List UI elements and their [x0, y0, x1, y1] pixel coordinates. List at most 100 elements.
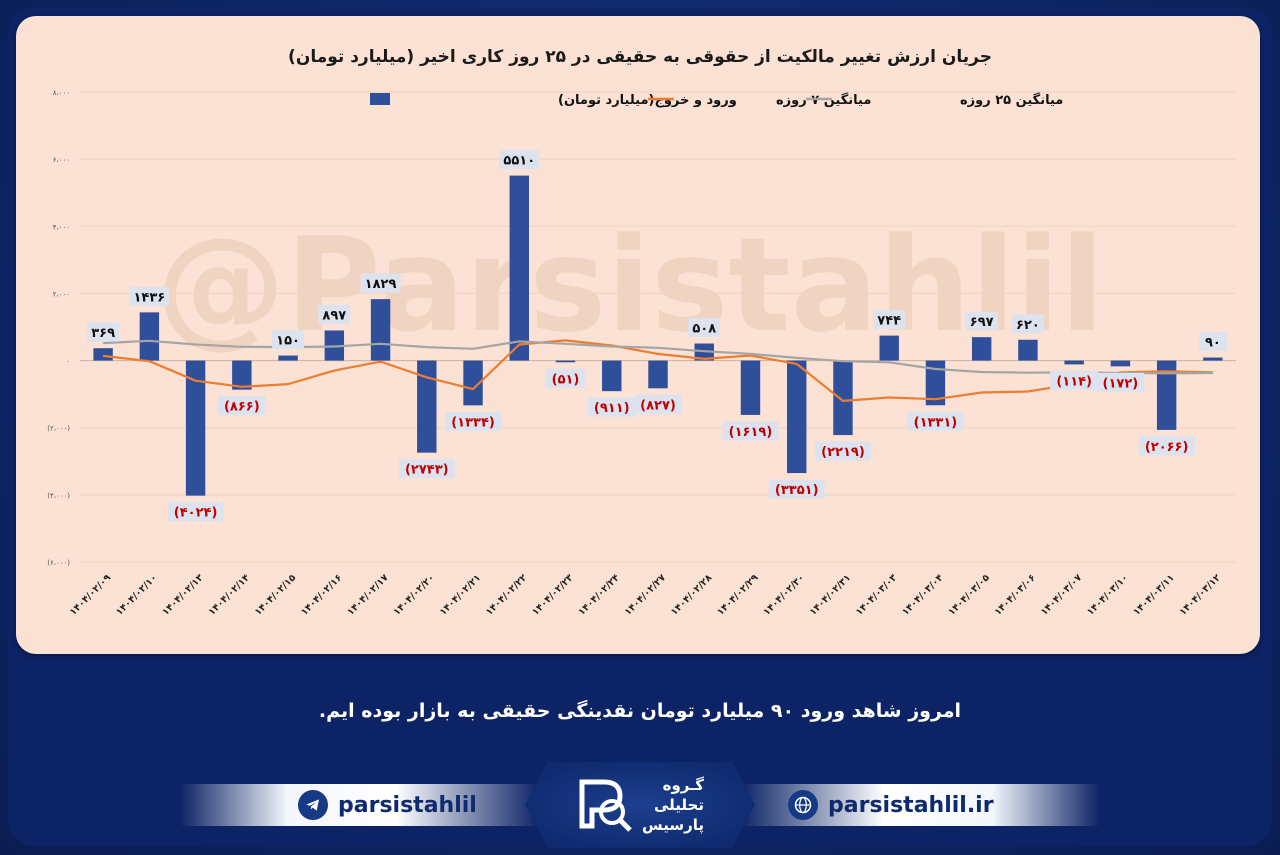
data-label: (۱۳۳۴) [445, 411, 502, 431]
website-link[interactable]: parsistahlil.ir [788, 788, 994, 822]
chart: @Parsistahlil جریان ارزش تغییر مالکیت از… [47, 47, 1236, 618]
data-label: ۸۹۷ [318, 304, 351, 324]
bar [1110, 360, 1131, 367]
x-tick-label: ۱۴۰۴/۰۲/۲۹ [715, 572, 761, 618]
bar [139, 312, 160, 361]
data-label: ۶۹۷ [965, 311, 998, 331]
brand-logo: گـروه تحلیلی پارسیس [525, 762, 755, 848]
globe-icon [788, 790, 818, 820]
bar [185, 360, 206, 496]
logo-mark-icon [576, 774, 634, 836]
data-label-box [129, 286, 170, 306]
data-label-text: (۸۲۷) [640, 398, 676, 413]
data-label: (۱۳۳۱) [907, 411, 964, 431]
data-label-box [768, 479, 825, 499]
data-label: (۸۶۶) [217, 396, 266, 416]
data-label-text: ۵۰۸ [692, 322, 716, 337]
data-label-text: ۳۶۹ [91, 326, 115, 341]
data-label-box [167, 502, 224, 522]
data-label-box [814, 441, 871, 461]
data-label-text: (۱۶۱۹) [729, 425, 773, 440]
data-label-box [688, 318, 721, 338]
x-tick-label: ۱۴۰۴/۰۲/۱۳ [160, 572, 206, 618]
data-label: ۳۶۹ [87, 322, 120, 342]
data-label-box [217, 396, 266, 416]
data-label-box [634, 394, 682, 414]
data-label-text: ۱۵۰ [276, 334, 300, 349]
x-tick-label: ۱۴۰۴/۰۳/۱۲ [1178, 572, 1224, 618]
y-tick-label: ۶،۰۰۰ [53, 156, 70, 164]
data-label-box [1011, 314, 1044, 334]
logo-line-3: پارسیس [642, 816, 704, 834]
logo-line-1: گـروه [662, 776, 704, 794]
x-tick-label: ۱۴۰۴/۰۲/۲۰ [391, 572, 436, 617]
bar [740, 360, 761, 415]
data-label-box [87, 322, 120, 342]
bar [463, 360, 483, 406]
data-label-box [360, 273, 401, 293]
data-label-text: ۵۵۱۰ [503, 154, 535, 169]
bar [1064, 360, 1084, 365]
data-label-box [318, 304, 351, 324]
data-label-text: (۵۱) [552, 372, 580, 387]
data-label-box [545, 368, 586, 388]
data-label: (۲۲۱۹) [814, 441, 871, 461]
bar [509, 175, 529, 361]
x-tick-label: ۱۴۰۴/۰۲/۲۲ [484, 572, 530, 618]
data-label: (۲۷۴۳) [398, 459, 455, 479]
data-label: ۵۵۱۰ [499, 150, 540, 170]
x-tick-label: ۱۴۰۴/۰۳/۰۵ [946, 572, 992, 618]
bar [93, 348, 113, 361]
x-tick-label: ۱۴۰۴/۰۲/۱۷ [345, 572, 391, 618]
bar [417, 360, 437, 453]
x-tick-label: ۱۴۰۴/۰۳/۰۴ [900, 572, 946, 618]
bar [1018, 339, 1038, 361]
bar [787, 360, 807, 474]
data-label-text: (۴۰۲۴) [174, 506, 218, 521]
bar [278, 355, 298, 361]
data-label-box [445, 411, 502, 431]
data-label-text: (۱۳۳۱) [914, 415, 958, 430]
data-label: ۱۵۰ [272, 330, 305, 350]
data-label-box [1198, 332, 1227, 352]
y-tick-label: ۴،۰۰۰ [53, 223, 70, 231]
data-label-box [873, 310, 906, 330]
data-label-text: ۷۴۴ [877, 314, 901, 329]
x-tick-label: ۱۴۰۴/۰۲/۳۱ [808, 572, 853, 617]
data-label-box [499, 150, 540, 170]
data-label-text: (۲۰۶۶) [1145, 440, 1189, 455]
data-label: (۱۱۴) [1050, 370, 1099, 390]
legend: ورود و خروج(میلیارد تومان) میانگین ۷ روز… [370, 92, 1063, 108]
bar [879, 335, 899, 361]
x-tick-label: ۱۴۰۴/۰۳/۱۰ [1085, 572, 1130, 617]
x-tick-label: ۱۴۰۴/۰۲/۱۰ [114, 572, 159, 617]
footer-ribbon-left [180, 784, 540, 826]
bar [1203, 357, 1223, 361]
data-label: ۷۴۴ [873, 310, 906, 330]
ma7-line [102, 339, 1213, 402]
data-label-text: ۱۸۲۹ [365, 277, 397, 292]
data-label: ۹۰ [1198, 332, 1227, 352]
x-tick-label: ۱۴۰۴/۰۲/۰۹ [68, 572, 114, 618]
y-tick-label: (۲،۰۰۰) [47, 425, 70, 433]
data-label: (۳۳۵۱) [768, 479, 825, 499]
x-tick-label: ۱۴۰۴/۰۲/۲۷ [623, 572, 669, 618]
data-label: ۶۲۰ [1011, 314, 1044, 334]
x-tick-label: ۱۴۰۴/۰۲/۳۰ [761, 572, 806, 617]
data-label-text: (۱۱۴) [1056, 374, 1092, 389]
data-label-text: ۹۰ [1205, 336, 1221, 351]
telegram-link[interactable]: parsistahlil [298, 788, 477, 822]
bar [555, 360, 576, 363]
data-label-text: (۹۱۱) [594, 401, 630, 416]
data-label: (۱۷۲) [1096, 372, 1145, 392]
data-label-text: (۱۳۳۴) [451, 415, 495, 430]
data-label-text: ۶۲۰ [1016, 318, 1040, 333]
x-tick-label: ۱۴۰۴/۰۳/۰۶ [993, 572, 1038, 617]
y-tick-label: ۰ [66, 358, 70, 366]
telegram-handle-text: parsistahlil [338, 792, 477, 818]
x-tick-label: ۱۴۰۴/۰۲/۲۱ [438, 572, 483, 617]
x-tick-label: ۱۴۰۴/۰۳/۰۷ [1039, 572, 1085, 618]
data-label-box [1096, 372, 1145, 392]
data-label: ۵۰۸ [688, 318, 721, 338]
data-label-box [907, 411, 964, 431]
